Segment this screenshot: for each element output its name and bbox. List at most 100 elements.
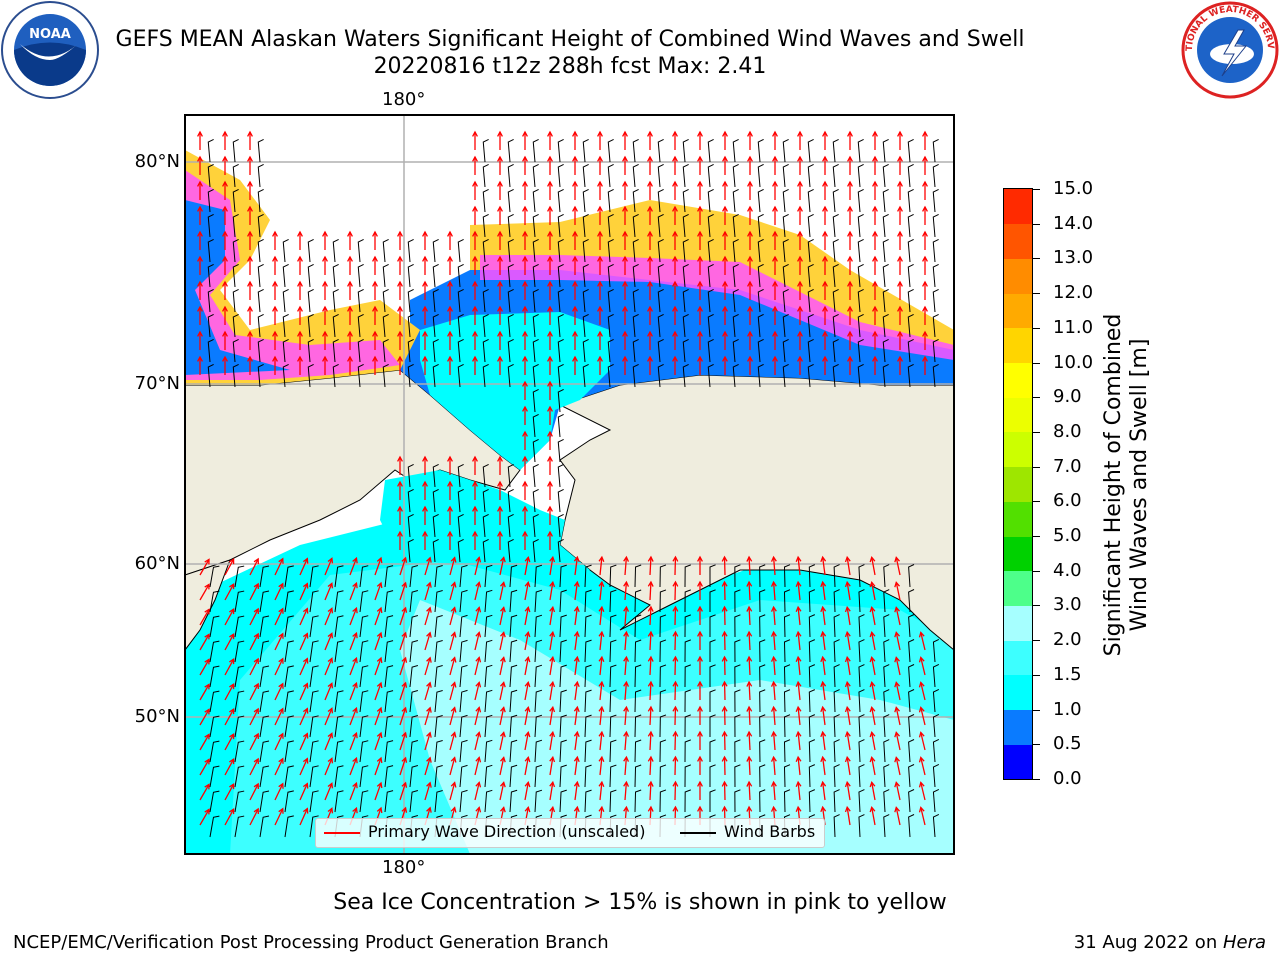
wave-arrowhead: [847, 355, 853, 362]
wave-arrowhead: [573, 630, 580, 638]
wave-arrowhead: [822, 155, 828, 162]
wave-arrowhead: [253, 807, 259, 814]
wave-arrowhead: [475, 781, 482, 788]
wave-arrowhead: [278, 732, 284, 739]
wave-arrow: [895, 657, 901, 676]
wave-arrowhead: [770, 555, 777, 562]
wave-arrow: [349, 557, 358, 576]
wave-arrowhead: [547, 455, 553, 462]
wave-arrow: [797, 632, 801, 651]
wave-arrow: [748, 731, 751, 751]
wind-barb: [282, 363, 289, 388]
wave-arrowhead: [253, 632, 259, 639]
colorbar-tick-mark: [1033, 466, 1040, 468]
wind-barb: [882, 188, 889, 213]
wave-arrow: [797, 682, 801, 701]
colorbar-bin: [1004, 640, 1032, 676]
wind-barb: [759, 714, 766, 738]
wind-barb: [833, 764, 840, 788]
wave-arrow: [649, 581, 652, 601]
wind-barb: [309, 765, 319, 788]
wind-barb: [632, 313, 639, 338]
wave-arrowhead: [499, 756, 506, 763]
wave-arrowhead: [450, 556, 457, 563]
wind-barb: [783, 714, 791, 738]
bering-cyan: [380, 470, 590, 580]
wave-arrowhead: [672, 330, 678, 337]
wind-barb: [857, 338, 864, 363]
wind-barb: [634, 739, 642, 763]
wind-barb: [557, 238, 564, 263]
wave-arrow: [895, 707, 901, 726]
wind-barb: [482, 163, 489, 188]
wind-barb: [734, 739, 741, 763]
wind-barb: [359, 790, 369, 813]
wave-arrowhead: [222, 155, 228, 162]
wave-arrow: [499, 682, 505, 701]
wave-arrow: [274, 758, 284, 776]
wind-barb: [832, 288, 839, 313]
wave-arrowhead: [573, 580, 580, 588]
wind-barb: [584, 739, 592, 763]
wind-barb: [382, 363, 389, 388]
wind-barb: [207, 138, 214, 163]
wave-arrow: [524, 632, 529, 651]
wave-arrow: [822, 607, 826, 626]
wave-arrowhead: [820, 580, 827, 588]
wind-barb: [682, 363, 689, 388]
wind-barb: [757, 263, 764, 288]
wave-arrowhead: [573, 730, 580, 738]
wind-barb: [559, 689, 567, 713]
wind-barb: [457, 238, 464, 263]
wave-arrowhead: [447, 355, 453, 362]
wave-arrowhead: [622, 230, 628, 237]
wave-arrow: [895, 582, 901, 601]
wave-arrowhead: [747, 355, 753, 362]
wave-arrowhead: [475, 681, 482, 688]
wave-arrowhead: [697, 305, 703, 312]
wave-arrowhead: [524, 680, 531, 688]
wind-barb: [334, 665, 344, 688]
wave-arrowhead: [869, 655, 876, 663]
wind-barb: [234, 715, 245, 738]
colorbar-bin: [1004, 293, 1032, 329]
wind-barb: [332, 338, 339, 363]
wave-arrowhead: [573, 780, 580, 788]
map-legend: Primary Wave Direction (unscaled) Wind B…: [315, 818, 825, 848]
wave-arrowhead: [772, 330, 778, 337]
wave-arrowhead: [497, 530, 503, 537]
wave-arrow: [474, 632, 480, 651]
colorbar-bin: [1004, 258, 1032, 294]
wave-arrow: [772, 557, 776, 576]
wave-arrow: [499, 732, 505, 751]
wind-barb: [634, 614, 642, 638]
wave-arrow: [748, 656, 751, 676]
wave-arrowhead: [522, 305, 528, 312]
wave-arrowhead: [672, 580, 679, 587]
wind-barb: [457, 538, 464, 563]
wave-arrow: [499, 632, 505, 651]
wave-arrow: [895, 782, 901, 801]
wave-arrowhead: [647, 330, 653, 337]
wave-arrowhead: [422, 280, 428, 287]
wave-arrow: [772, 682, 776, 701]
wave-arrow: [474, 707, 480, 726]
wave-arrow: [424, 782, 431, 801]
wave-arrowhead: [897, 130, 903, 137]
wave-arrowhead: [672, 305, 678, 312]
wave-arrowhead: [297, 255, 303, 262]
wave-arrowhead: [422, 330, 428, 337]
colorbar-tick-mark: [1033, 640, 1040, 642]
wave-arrowhead: [894, 806, 901, 813]
wind-barb: [484, 714, 493, 738]
wave-arrowhead: [327, 807, 334, 814]
wave-arrowhead: [426, 756, 432, 763]
wave-arrowhead: [746, 780, 753, 787]
wave-arrowhead: [447, 280, 453, 287]
wave-arrowhead: [872, 180, 878, 187]
colorbar: [1003, 188, 1033, 780]
wave-arrow: [499, 757, 505, 776]
wave-arrowhead: [721, 730, 728, 737]
wave-arrowhead: [297, 280, 303, 287]
wind-barb: [509, 614, 518, 638]
